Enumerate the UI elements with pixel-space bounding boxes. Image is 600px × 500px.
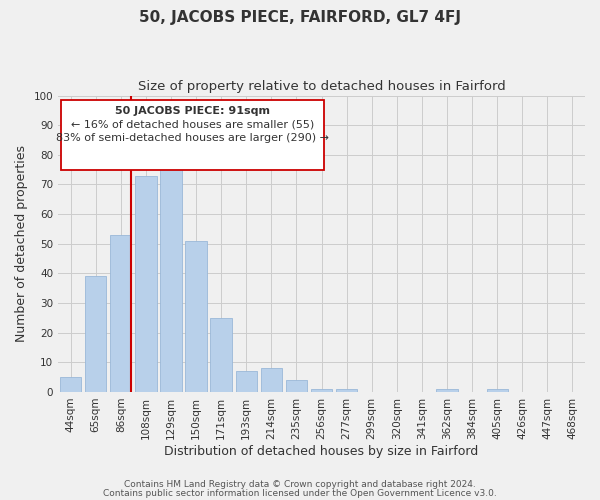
Text: Contains HM Land Registry data © Crown copyright and database right 2024.: Contains HM Land Registry data © Crown c… [124, 480, 476, 489]
Text: ← 16% of detached houses are smaller (55): ← 16% of detached houses are smaller (55… [71, 120, 314, 130]
Bar [260, 368, 282, 392]
Bar [110, 235, 131, 392]
Text: 50 JACOBS PIECE: 91sqm: 50 JACOBS PIECE: 91sqm [115, 106, 270, 116]
Text: Contains public sector information licensed under the Open Government Licence v3: Contains public sector information licen… [103, 489, 497, 498]
Bar [286, 380, 307, 392]
Bar [311, 389, 332, 392]
Y-axis label: Number of detached properties: Number of detached properties [15, 146, 28, 342]
X-axis label: Distribution of detached houses by size in Fairford: Distribution of detached houses by size … [164, 444, 479, 458]
Bar [185, 241, 207, 392]
Bar [160, 155, 182, 392]
Bar [336, 389, 357, 392]
Bar [487, 389, 508, 392]
Text: 50, JACOBS PIECE, FAIRFORD, GL7 4FJ: 50, JACOBS PIECE, FAIRFORD, GL7 4FJ [139, 10, 461, 25]
FancyBboxPatch shape [61, 100, 324, 170]
Text: 83% of semi-detached houses are larger (290) →: 83% of semi-detached houses are larger (… [56, 132, 329, 142]
Bar [85, 276, 106, 392]
Bar [135, 176, 157, 392]
Bar [211, 318, 232, 392]
Bar [236, 371, 257, 392]
Title: Size of property relative to detached houses in Fairford: Size of property relative to detached ho… [137, 80, 505, 93]
Bar [60, 377, 81, 392]
Bar [436, 389, 458, 392]
